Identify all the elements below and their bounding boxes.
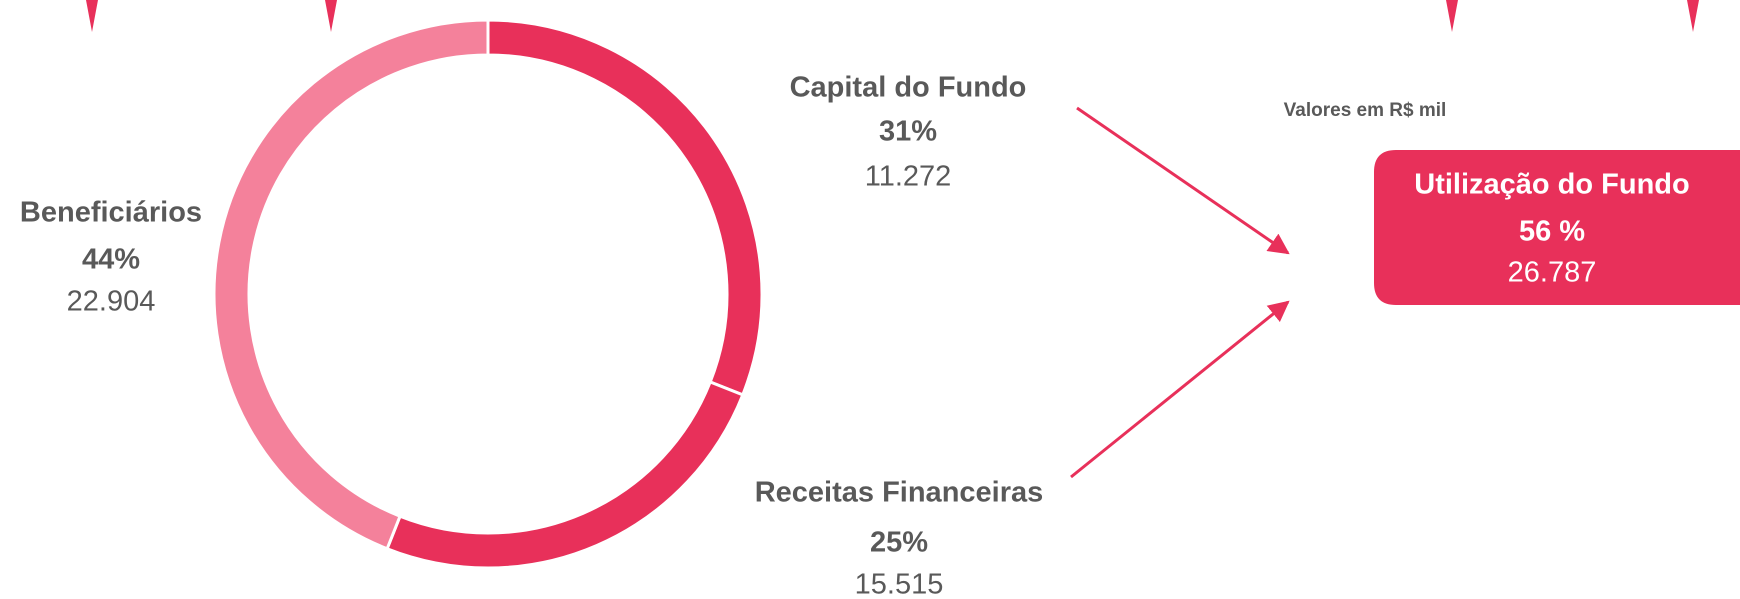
arrow	[1076, 106, 1290, 255]
summary-percent: 56 %	[1519, 216, 1585, 248]
slice-amount: 22.904	[67, 286, 156, 318]
slice-name: Receitas Financeiras	[755, 477, 1044, 509]
slice-name: Capital do Fundo	[790, 72, 1027, 104]
slice-percent: 44%	[82, 244, 140, 276]
decoration	[86, 0, 1699, 32]
slice-percent: 31%	[879, 116, 937, 148]
summary-box	[1374, 150, 1740, 305]
summary-amount: 26.787	[1508, 257, 1597, 289]
donut-slice	[212, 18, 490, 551]
arrow	[1070, 300, 1290, 479]
summary-title: Utilização do Fundo	[1414, 169, 1690, 201]
slice-percent: 25%	[870, 527, 928, 559]
note: Valores em R$ mil	[1284, 100, 1447, 121]
donut-slice	[486, 18, 764, 397]
donut-slice	[385, 380, 745, 570]
slice-amount: 15.515	[855, 569, 944, 599]
slice-name: Beneficiários	[20, 197, 202, 229]
slice-amount: 11.272	[865, 161, 952, 193]
donut	[212, 18, 764, 570]
